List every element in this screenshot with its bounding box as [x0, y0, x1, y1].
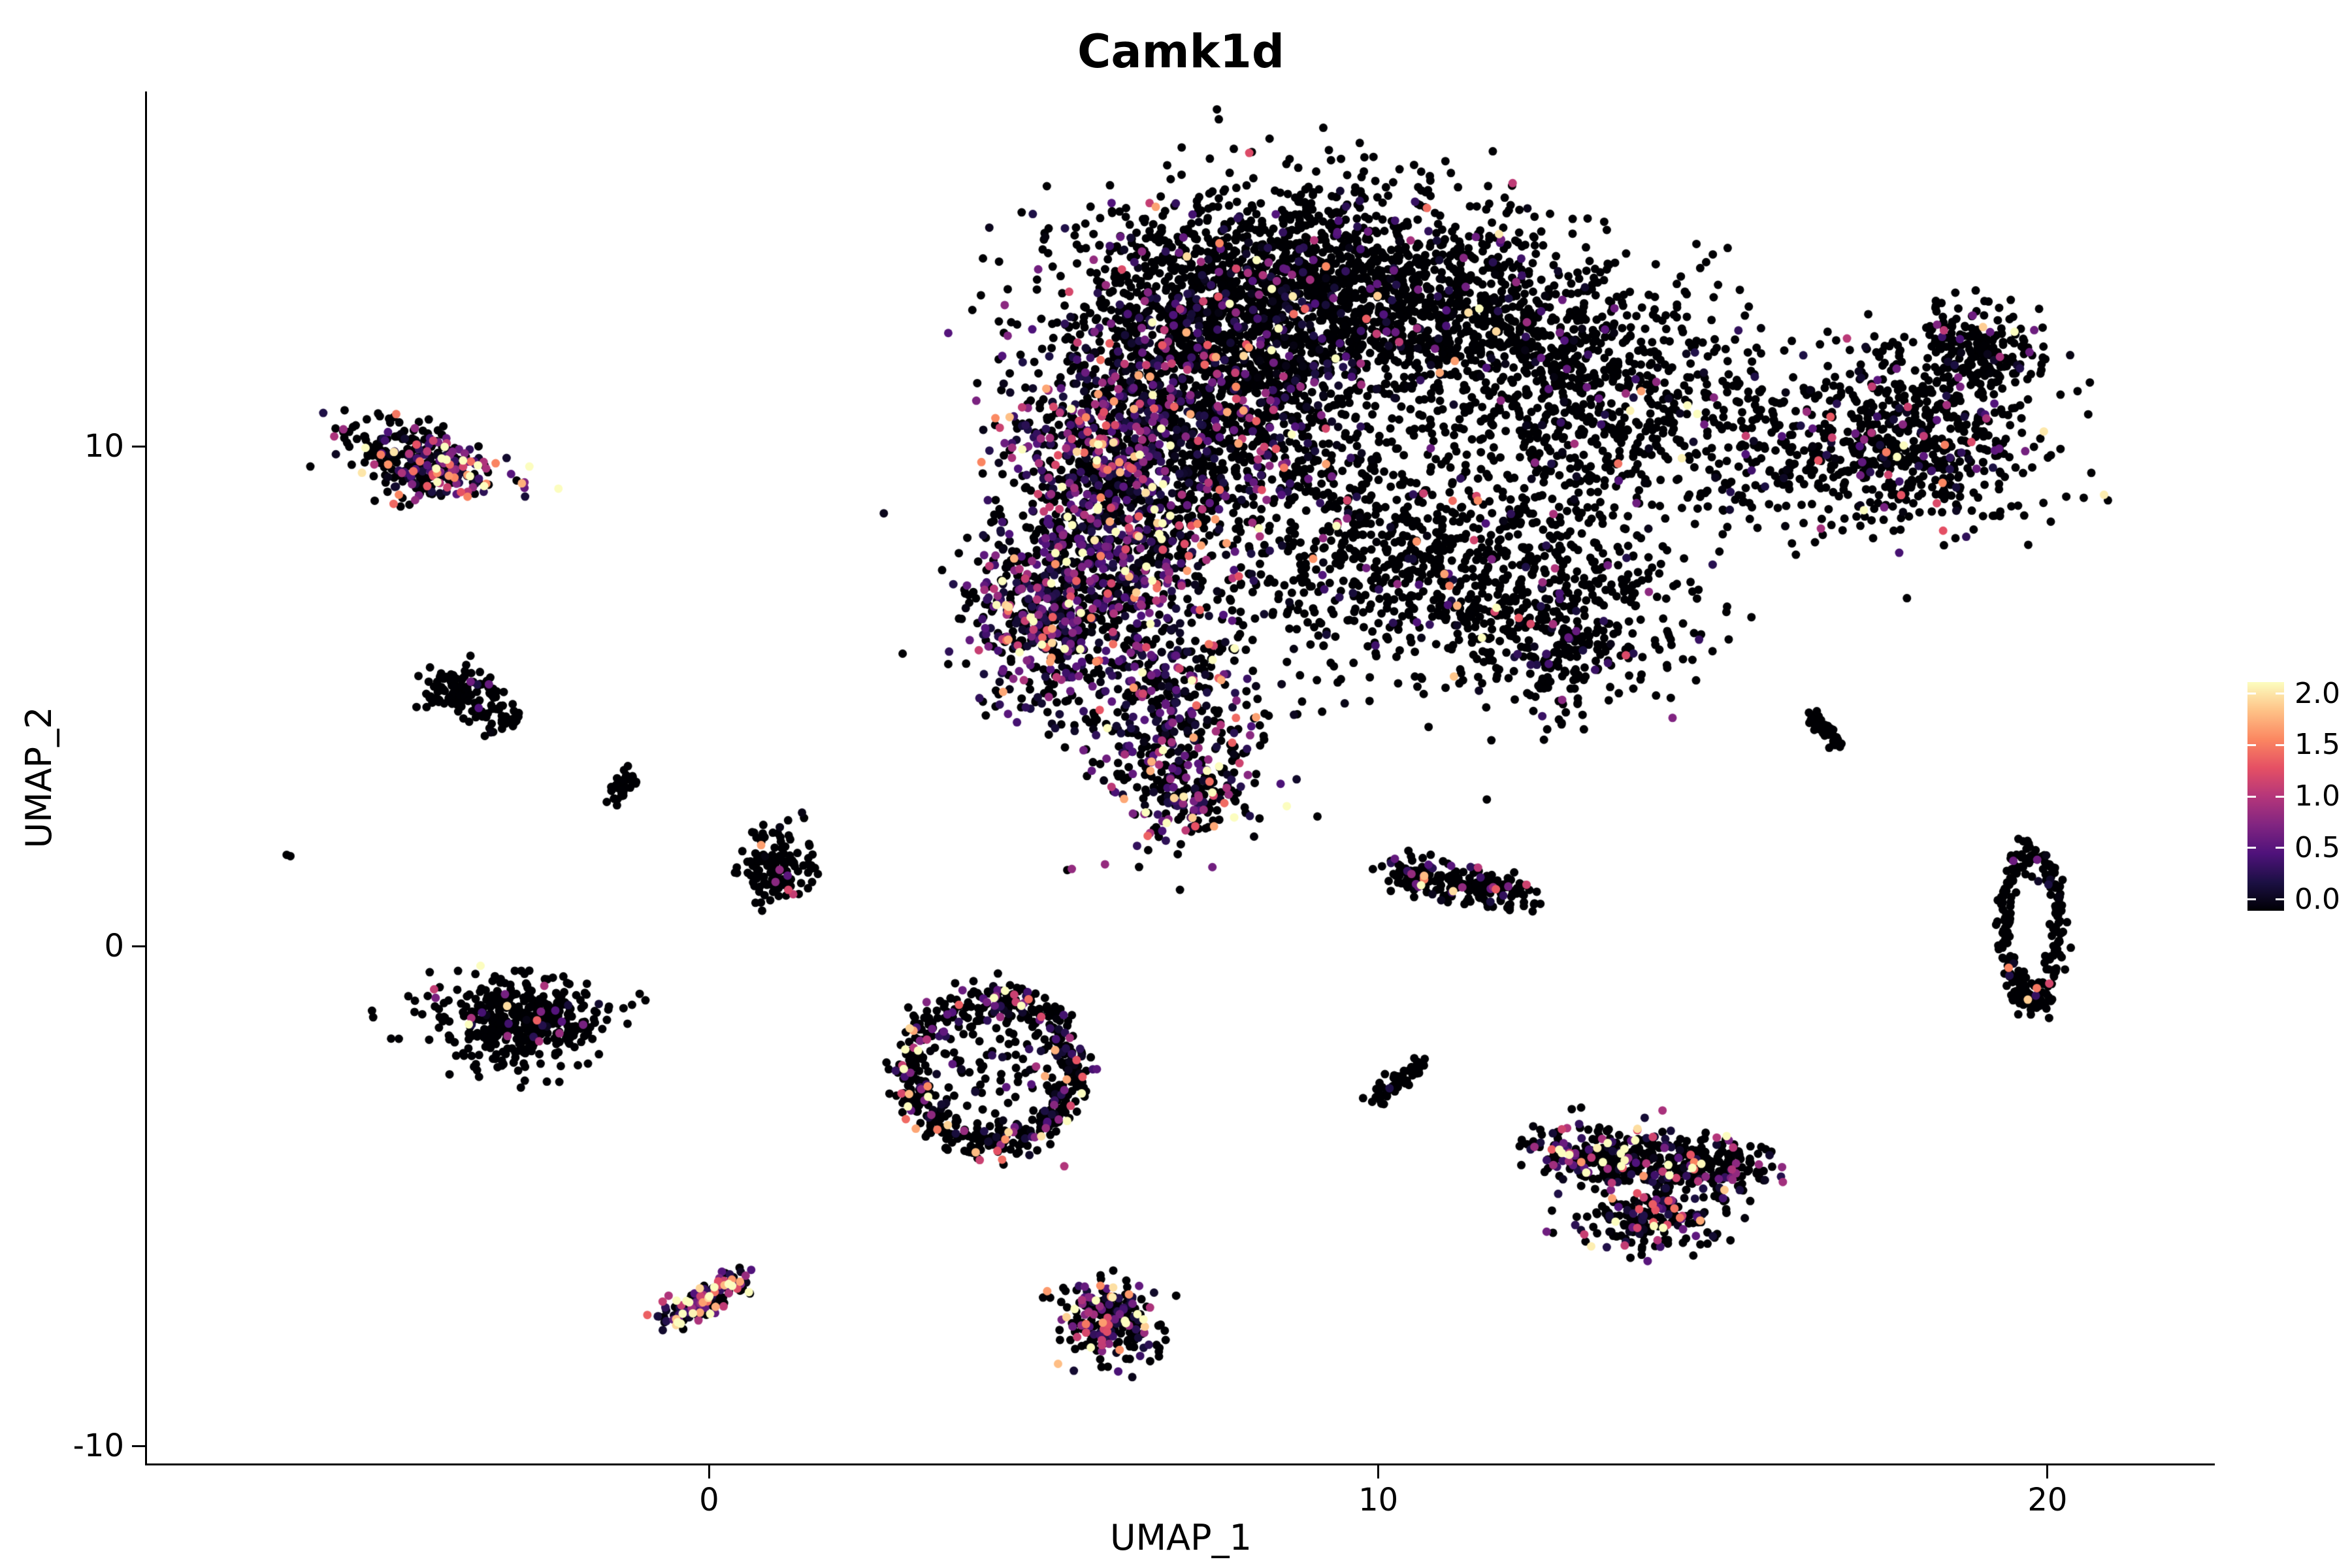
x-tick-label: 20: [2027, 1482, 2068, 1518]
legend-tick-right: [2276, 898, 2284, 900]
legend-label: 0.5: [2295, 830, 2340, 864]
x-axis-title: UMAP_1: [1110, 1517, 1252, 1558]
legend-tick-right: [2276, 795, 2284, 798]
legend-label: 0.0: [2295, 882, 2340, 916]
legend-tick-left: [2247, 693, 2256, 694]
x-tick-label: 0: [699, 1482, 719, 1518]
legend-tick-left: [2247, 898, 2256, 900]
legend-tick-left: [2247, 743, 2256, 746]
legend-label: 1.0: [2295, 779, 2340, 813]
y-axis-title: UMAP_2: [18, 706, 59, 849]
y-tick-label: -10: [73, 1428, 124, 1465]
legend-tick-left: [2247, 795, 2256, 798]
legend-tick-left: [2247, 847, 2256, 849]
legend: 2.0 1.5 1.0 0.5 0.0: [2247, 678, 2352, 915]
x-axis-line: [145, 1463, 2215, 1465]
legend-tick-right: [2276, 743, 2284, 746]
legend-label: 1.5: [2295, 728, 2340, 762]
legend-label: 2.0: [2295, 676, 2340, 710]
y-tick-mark: [132, 445, 145, 448]
y-tick-mark: [132, 1445, 145, 1447]
y-tick-mark: [132, 945, 145, 947]
x-tick-mark: [2046, 1465, 2049, 1478]
y-tick-label: 10: [84, 428, 124, 465]
plot-title: Camk1d: [1077, 25, 1284, 78]
legend-tick-right: [2276, 847, 2284, 849]
x-tick-mark: [708, 1465, 710, 1478]
y-tick-label: 0: [104, 928, 124, 965]
x-tick-mark: [1377, 1465, 1380, 1478]
y-axis-line: [145, 91, 147, 1465]
x-tick-label: 10: [1358, 1482, 1399, 1518]
legend-tick-right: [2276, 693, 2284, 694]
umap-canvas: [147, 91, 2215, 1463]
